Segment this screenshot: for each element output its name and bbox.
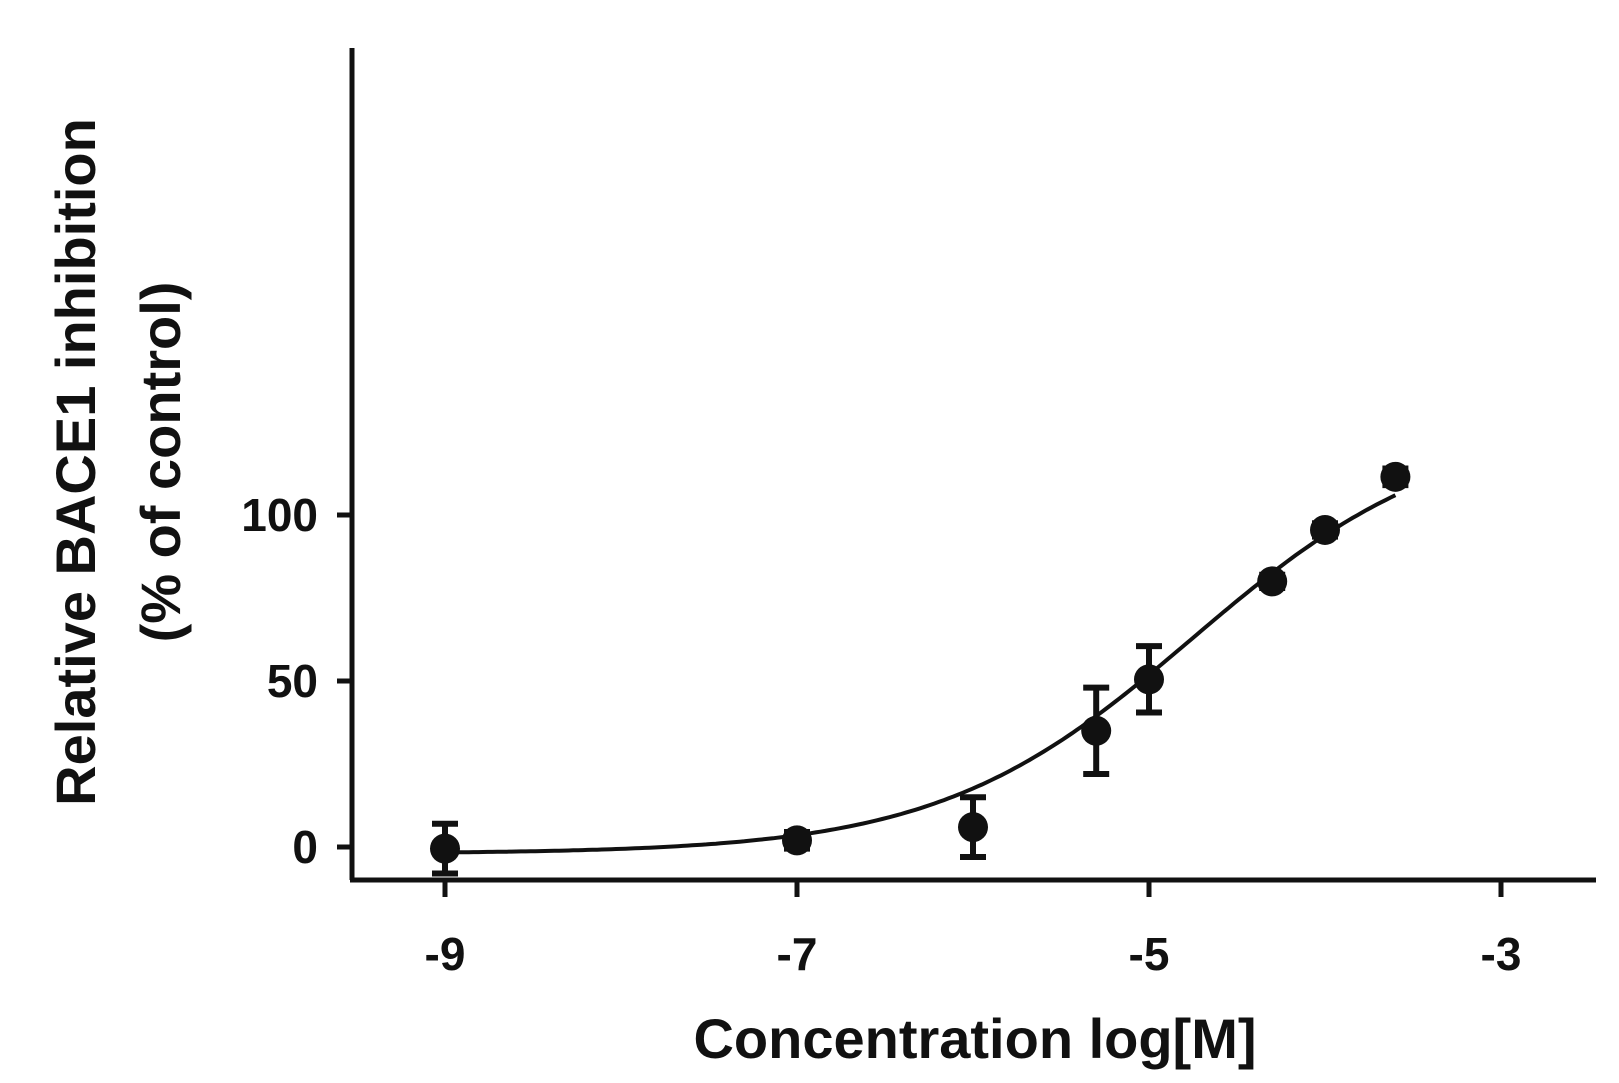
x-tick-label: -9 <box>425 928 466 980</box>
x-tick-label: -7 <box>777 928 818 980</box>
data-point <box>1380 461 1411 492</box>
plot-marks <box>430 461 1411 877</box>
x-tick-label: -3 <box>1481 928 1522 980</box>
y-ticks: 0 50 100 <box>241 489 352 873</box>
data-point <box>1310 514 1340 545</box>
data-point <box>1134 664 1164 695</box>
y-tick-label: 0 <box>292 821 318 873</box>
fit-curve <box>445 493 1397 855</box>
x-ticks: -9 -7 -5 -3 <box>425 880 1522 980</box>
y-axis-title-line-2: (% of control) <box>129 282 192 643</box>
y-axis-title-line-1: Relative BACE1 inhibition <box>44 118 107 806</box>
data-point <box>430 833 460 864</box>
data-point <box>782 825 812 856</box>
x-axis-title: Concentration log[M] <box>693 1007 1256 1070</box>
y-tick-label: 100 <box>241 489 318 541</box>
y-tick-label: 50 <box>267 655 318 707</box>
data-point <box>1081 715 1112 746</box>
x-tick-label: -5 <box>1129 928 1170 980</box>
data-point <box>958 812 988 843</box>
data-point <box>1257 566 1288 597</box>
